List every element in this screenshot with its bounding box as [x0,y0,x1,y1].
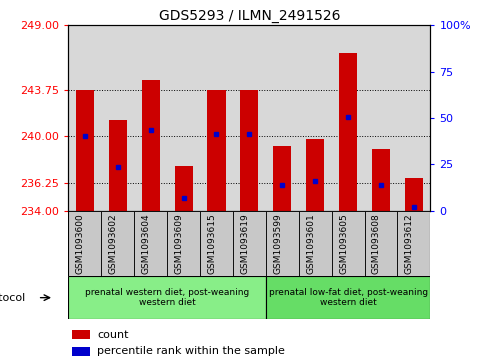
Bar [68,211,101,276]
Bar [305,139,324,211]
Bar [397,211,429,276]
Text: GSM1093612: GSM1093612 [404,213,413,274]
Bar [142,80,160,211]
Text: percentile rank within the sample: percentile rank within the sample [97,346,285,356]
Bar [265,211,298,276]
Bar [101,211,134,276]
Bar [72,330,90,339]
Text: GSM1093602: GSM1093602 [109,213,118,274]
Bar [72,347,90,356]
Bar [134,211,167,276]
Bar [331,211,364,276]
Text: prenatal low-fat diet, post-weaning
western diet: prenatal low-fat diet, post-weaning west… [268,288,427,307]
Bar [273,146,291,211]
Text: GSM1093601: GSM1093601 [305,213,315,274]
Text: GSM1093619: GSM1093619 [240,213,249,274]
Text: GSM1093600: GSM1093600 [76,213,85,274]
Bar [174,166,192,211]
Bar [338,53,356,211]
Text: GSM1093599: GSM1093599 [273,213,282,274]
Bar [298,211,331,276]
Bar [76,90,94,211]
Bar [207,90,225,211]
Title: GDS5293 / ILMN_2491526: GDS5293 / ILMN_2491526 [158,9,340,23]
Bar [240,90,258,211]
Bar [200,211,232,276]
Bar [364,211,397,276]
Text: count: count [97,330,129,340]
Bar [68,276,265,319]
Text: protocol: protocol [0,293,25,303]
Text: GSM1093605: GSM1093605 [338,213,347,274]
Bar [265,276,429,319]
Bar [108,121,126,211]
Bar [371,149,389,211]
Text: GSM1093609: GSM1093609 [174,213,183,274]
Text: GSM1093615: GSM1093615 [207,213,216,274]
Bar [232,211,265,276]
Bar [404,179,422,211]
Text: GSM1093608: GSM1093608 [371,213,380,274]
Bar [167,211,200,276]
Text: prenatal western diet, post-weaning
western diet: prenatal western diet, post-weaning west… [85,288,249,307]
Text: GSM1093604: GSM1093604 [142,213,150,274]
